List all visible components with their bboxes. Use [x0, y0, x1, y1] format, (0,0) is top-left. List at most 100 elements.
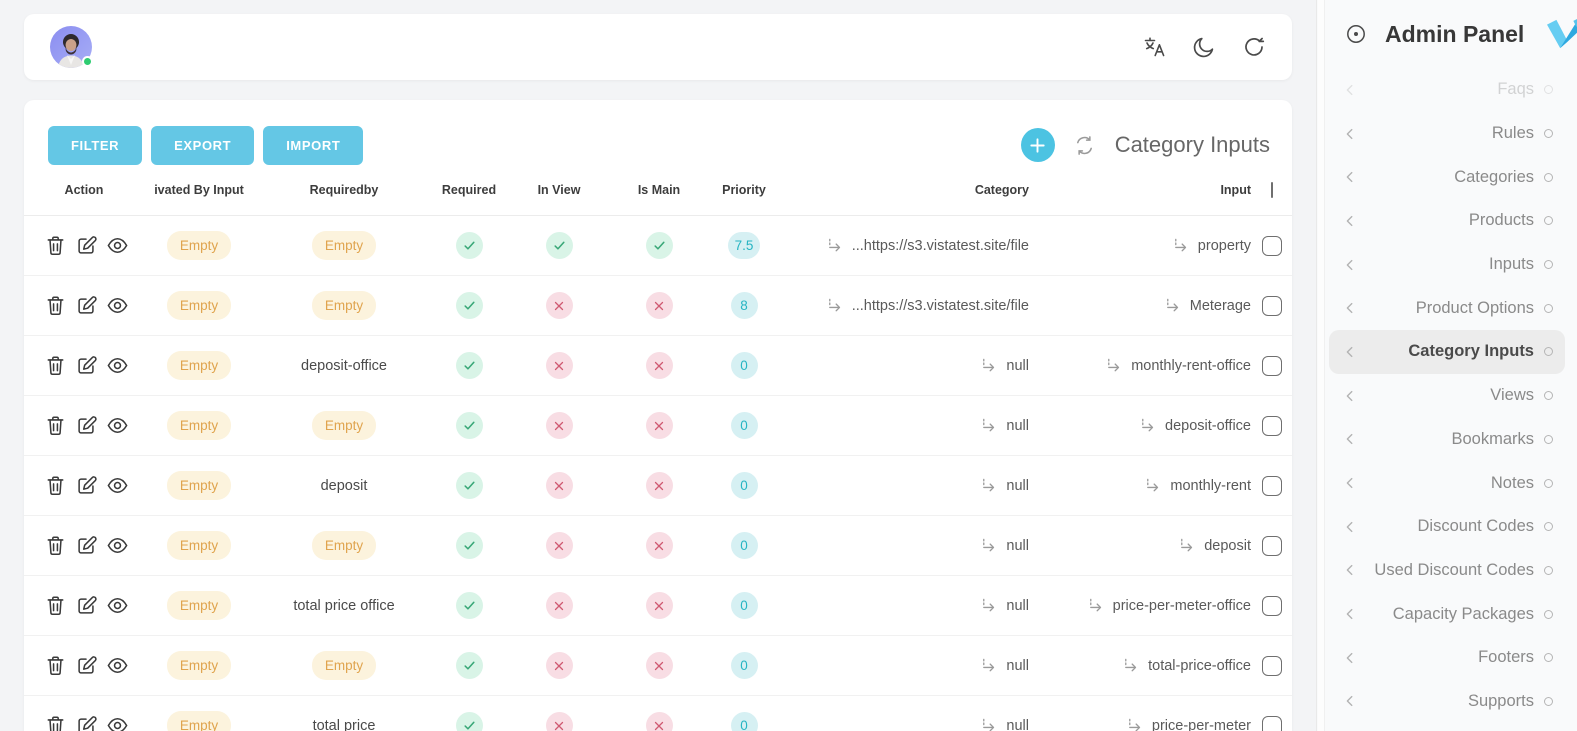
- sidebar-toggle-icon[interactable]: [1345, 23, 1367, 45]
- translate-icon[interactable]: [1142, 35, 1166, 59]
- input-value: monthly-rent: [1170, 477, 1251, 494]
- col-activated-by-input: ivated By Input: [154, 182, 244, 197]
- sidebar-item-products[interactable]: Products: [1329, 199, 1565, 243]
- dark-mode-icon[interactable]: [1192, 35, 1216, 59]
- delete-icon[interactable]: [44, 234, 67, 257]
- delete-icon[interactable]: [44, 594, 67, 617]
- edit-icon[interactable]: [75, 714, 98, 731]
- row-checkbox[interactable]: [1261, 415, 1282, 436]
- col-in-view: In View: [537, 182, 581, 197]
- required-mark: [455, 412, 483, 439]
- category-value: null: [1006, 657, 1029, 674]
- delete-icon[interactable]: [44, 534, 67, 557]
- row-checkbox[interactable]: [1261, 595, 1282, 616]
- row-checkbox[interactable]: [1261, 235, 1282, 256]
- in-view-mark: [545, 412, 573, 439]
- view-icon[interactable]: [106, 534, 129, 557]
- sidebar-item-bookmarks[interactable]: Bookmarks: [1329, 418, 1565, 462]
- row-checkbox[interactable]: [1261, 475, 1282, 496]
- edit-icon[interactable]: [75, 354, 98, 377]
- input-value: deposit: [1204, 537, 1251, 554]
- edit-icon[interactable]: [75, 234, 98, 257]
- select-all-checkbox[interactable]: [1270, 181, 1273, 198]
- bullet-icon: [1544, 609, 1553, 619]
- requiredby-value: total price office: [293, 597, 395, 614]
- import-button[interactable]: IMPORT: [263, 125, 364, 165]
- row-checkbox[interactable]: [1261, 295, 1282, 316]
- requiredby-value: Empty: [311, 531, 377, 560]
- sidebar-item-categories[interactable]: Categories: [1329, 155, 1565, 199]
- sidebar-item-footers[interactable]: Footers: [1329, 636, 1565, 680]
- required-mark: [455, 232, 483, 259]
- sidebar-item-rules[interactable]: Rules: [1329, 112, 1565, 156]
- sidebar-item-label: Inputs: [1489, 255, 1534, 274]
- chevron-left-icon: [1343, 258, 1357, 272]
- view-icon[interactable]: [106, 594, 129, 617]
- delete-icon[interactable]: [44, 414, 67, 437]
- table-row: Empty total price 0 null price-per-meter: [24, 696, 1292, 731]
- table-row: Empty Empty 0 null deposit: [24, 516, 1292, 576]
- edit-icon[interactable]: [75, 474, 98, 497]
- view-icon[interactable]: [106, 414, 129, 437]
- sidebar-scrollbar[interactable]: [1318, 0, 1325, 731]
- edit-icon[interactable]: [75, 654, 98, 677]
- sidebar-header: Admin Panel: [1317, 0, 1577, 52]
- sidebar-item-label: Rules: [1491, 124, 1534, 143]
- top-bar: [24, 14, 1292, 80]
- child-arrow-icon: [980, 718, 997, 731]
- priority-badge: 7.5: [727, 232, 761, 259]
- priority-badge: 0: [730, 592, 758, 619]
- view-icon[interactable]: [106, 714, 129, 731]
- child-arrow-icon: [980, 598, 997, 614]
- delete-icon[interactable]: [44, 654, 67, 677]
- delete-icon[interactable]: [44, 294, 67, 317]
- priority-badge: 0: [730, 652, 758, 679]
- bullet-icon: [1544, 85, 1553, 95]
- view-icon[interactable]: [106, 654, 129, 677]
- reload-table-icon[interactable]: [1073, 133, 1097, 157]
- edit-icon[interactable]: [75, 294, 98, 317]
- sidebar-item-faqs[interactable]: Faqs: [1329, 68, 1565, 112]
- add-button[interactable]: [1020, 128, 1055, 162]
- view-icon[interactable]: [106, 294, 129, 317]
- delete-icon[interactable]: [44, 354, 67, 377]
- row-checkbox[interactable]: [1261, 535, 1282, 556]
- sidebar-item-label: Discount Codes: [1417, 517, 1534, 536]
- sidebar-item-product-options[interactable]: Product Options: [1329, 286, 1565, 330]
- view-icon[interactable]: [106, 474, 129, 497]
- sidebar-item-used-discount-codes[interactable]: Used Discount Codes: [1329, 549, 1565, 593]
- required-mark: [455, 592, 483, 619]
- user-avatar[interactable]: [50, 26, 93, 68]
- delete-icon[interactable]: [44, 714, 67, 731]
- category-value: null: [1006, 537, 1029, 554]
- sidebar-item-label: Capacity Packages: [1392, 604, 1534, 623]
- sidebar-item-discount-codes[interactable]: Discount Codes: [1329, 505, 1565, 549]
- sidebar-item-supports[interactable]: Supports: [1329, 680, 1565, 724]
- activated-by-input-value: Empty: [166, 711, 232, 731]
- bullet-icon: [1544, 478, 1553, 488]
- edit-icon[interactable]: [75, 534, 98, 557]
- filter-button[interactable]: FILTER: [48, 125, 143, 165]
- sidebar-item-category-inputs[interactable]: Category Inputs: [1329, 330, 1565, 374]
- row-checkbox[interactable]: [1261, 655, 1282, 676]
- delete-icon[interactable]: [44, 474, 67, 497]
- sidebar-item-label: Bookmarks: [1451, 429, 1534, 448]
- view-icon[interactable]: [106, 354, 129, 377]
- col-required: Required: [441, 182, 497, 197]
- edit-icon[interactable]: [75, 594, 98, 617]
- in-view-mark: [545, 532, 573, 559]
- priority-badge: 0: [730, 472, 758, 499]
- edit-icon[interactable]: [75, 414, 98, 437]
- sidebar-item-capacity-packages[interactable]: Capacity Packages: [1329, 592, 1565, 636]
- row-checkbox[interactable]: [1261, 715, 1282, 731]
- row-checkbox[interactable]: [1261, 355, 1282, 376]
- sidebar-item-views[interactable]: Views: [1329, 374, 1565, 418]
- chevron-left-icon: [1343, 476, 1357, 490]
- sidebar-item-inputs[interactable]: Inputs: [1329, 243, 1565, 287]
- required-mark: [455, 652, 483, 679]
- export-button[interactable]: EXPORT: [151, 125, 255, 165]
- sidebar-item-label: Product Options: [1415, 298, 1534, 317]
- view-icon[interactable]: [106, 234, 129, 257]
- refresh-icon[interactable]: [1242, 35, 1266, 59]
- sidebar-item-notes[interactable]: Notes: [1329, 461, 1565, 505]
